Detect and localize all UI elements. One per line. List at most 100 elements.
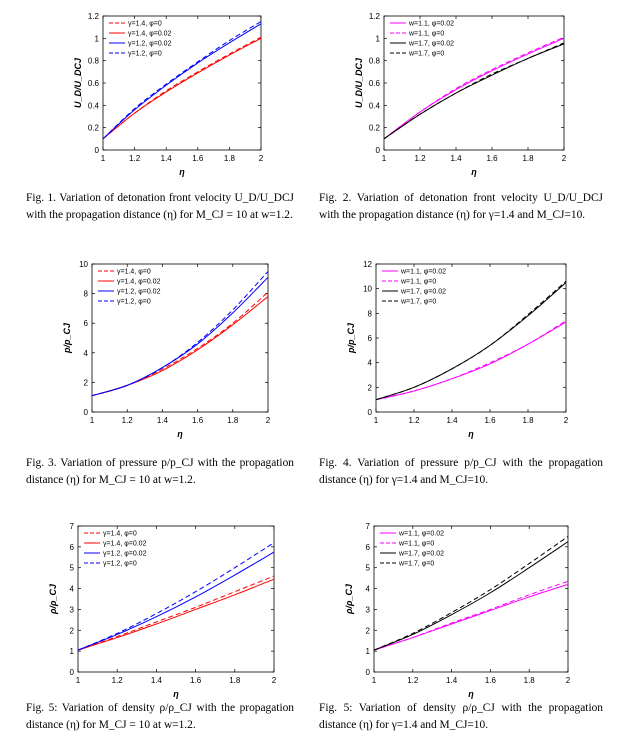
caption-fig3: Fig. 3. Variation of pressure p/p_CJ wit… — [26, 455, 294, 489]
chart-panel-fig5b: 1 1.2 1.4 1.6 1.8 2 0 1 2 3 4 5 6 7 η ρ/ρ_CJ w=1.1, φ=0.… — [340, 516, 580, 696]
y-tick-label: 1 — [95, 34, 100, 43]
y-tick-label: 8 — [368, 309, 373, 318]
chart-fig5a: 1 1.2 1.4 1.6 1.8 201234567ηρ/ρ_CJγ=1.4, φ=0γ… — [44, 516, 284, 696]
legend-label: γ=1.2, φ=0 — [117, 299, 151, 306]
y-tick-label: 6 — [70, 543, 75, 552]
x-tick-label: 1.2 — [112, 676, 124, 685]
x-tick-label: 1.6 — [192, 154, 204, 163]
x-axis-label: η — [177, 429, 183, 439]
x-tick-label: 1.2 — [408, 416, 420, 425]
chart-fig1: 1 1.2 1.4 1.6 1.8 2 0 0.2 0.4 0.6 0.8 1 1.2 η U_D/U_DC… — [75, 6, 285, 176]
legend-label: w=1.7, φ=0 — [398, 561, 434, 568]
y-tick-label: 0.8 — [369, 57, 381, 66]
x-tick-label: 1.2 — [129, 154, 141, 163]
x-tick-label: 1.6 — [190, 676, 202, 685]
x-tick-label: 2 — [272, 676, 277, 685]
y-tick-label: 3 — [70, 605, 75, 614]
legend-label: w=1.7, φ=0.02 — [408, 41, 454, 48]
legend-label: w=1.1, φ=0.02 — [408, 21, 454, 28]
x-tick-label: 1.6 — [486, 154, 498, 163]
y-tick-label: 2 — [366, 626, 371, 635]
legend-label: w=1.1, φ=0 — [408, 31, 444, 38]
y-tick-label: 0 — [366, 668, 371, 677]
x-tick-label: 1.4 — [446, 416, 458, 425]
x-tick-label: 2 — [562, 154, 567, 163]
y-axis-label: p/p_CJ — [62, 322, 72, 354]
y-tick-label: 5 — [366, 564, 371, 573]
y-tick-label: 0 — [70, 668, 75, 677]
y-tick-label: 2 — [84, 378, 89, 387]
caption-fig1: Fig. 1. Variation of detonation front ve… — [26, 190, 294, 224]
caption-fig5a: Fig. 5: Variation of density ρ/ρ_CJ with… — [26, 700, 294, 734]
x-tick-label: 1.4 — [446, 676, 458, 685]
x-tick-label: 1.8 — [522, 154, 534, 163]
y-tick-label: 0.2 — [88, 124, 100, 133]
legend-label: γ=1.2, φ=0 — [128, 51, 162, 58]
x-tick-label: 1 — [76, 676, 81, 685]
y-tick-label: 0.8 — [88, 57, 100, 66]
legend-label: γ=1.2, φ=0.02 — [103, 551, 147, 558]
x-axis-label: η — [173, 689, 179, 699]
y-tick-label: 6 — [84, 319, 89, 328]
x-tick-label: 1.2 — [122, 416, 134, 425]
y-tick-label: 4 — [366, 585, 371, 594]
y-axis-label: ρ/ρ_CJ — [344, 583, 354, 615]
legend-label: w=1.1, φ=0.02 — [398, 531, 444, 538]
y-tick-label: 2 — [368, 383, 373, 392]
y-tick-label: 7 — [366, 522, 371, 531]
chart-panel-fig1: 1 1.2 1.4 1.6 1.8 2 0 0.2 0.4 0.6 0.8 1 1.2 η U_D/U_DC… — [75, 6, 285, 176]
caption-fig4: Fig. 4. Variation of pressure p/p_CJ wit… — [319, 455, 603, 489]
legend-label: γ=1.4, φ=0.02 — [103, 541, 147, 548]
chart-panel-fig3: 1 1.2 1.4 1.6 1.8 2 0 2 4 6 8 10 η p/p_CJ γ=1.4, φ=0 γ=… — [58, 254, 283, 444]
y-tick-label: 2 — [70, 626, 75, 635]
legend-label: γ=1.4, φ=0.02 — [117, 279, 161, 286]
caption-fig2: Fig. 2. Variation of detonation front ve… — [319, 190, 603, 224]
y-tick-label: 4 — [70, 585, 75, 594]
chart-panel-fig2: 1 1.2 1.4 1.6 1.8 2 0 0.2 0.4 0.6 0.8 1 1.2 η U_D/U_DC… — [354, 6, 584, 176]
y-tick-label: 0.2 — [369, 124, 381, 133]
x-tick-label: 1.8 — [227, 416, 239, 425]
x-tick-label: 1.4 — [161, 154, 173, 163]
y-tick-label: 1 — [70, 647, 75, 656]
legend-label: w=1.7, φ=0.02 — [398, 551, 444, 558]
x-tick-label: 1.8 — [229, 676, 241, 685]
x-tick-label: 1 — [101, 154, 106, 163]
y-tick-label: 12 — [363, 260, 372, 269]
x-axis-label: η — [471, 167, 477, 177]
x-tick-label: 2 — [266, 416, 271, 425]
x-tick-label: 1.6 — [192, 416, 204, 425]
y-tick-label: 4 — [84, 349, 89, 358]
y-tick-label: 0 — [368, 408, 373, 417]
chart-fig2: 1 1.2 1.4 1.6 1.8 2 0 0.2 0.4 0.6 0.8 1 1.2 η U_D/U_DC… — [354, 6, 584, 176]
y-tick-label: 1 — [366, 647, 371, 656]
y-tick-label: 0.4 — [369, 101, 381, 110]
x-tick-label: 1.4 — [450, 154, 462, 163]
chart-panel-fig4: 1 1.2 1.4 1.6 1.8 2 0 2 4 6 8 10 12 η p/p_CJ w=1.1, φ=0… — [340, 254, 580, 444]
chart-fig4: 1 1.2 1.4 1.6 1.8 2024681012ηp/p_CJw=1.1, φ=0… — [340, 254, 580, 444]
y-axis-label: ρ/ρ_CJ — [48, 583, 58, 615]
y-tick-label: 8 — [84, 290, 89, 299]
y-tick-label: 10 — [79, 260, 88, 269]
y-tick-label: 0.4 — [88, 101, 100, 110]
x-tick-label: 1.2 — [407, 676, 419, 685]
legend-label: w=1.1, φ=0.02 — [400, 269, 446, 276]
legend-label: w=1.1, φ=0 — [400, 279, 436, 286]
legend-label: w=1.7, φ=0 — [408, 51, 444, 58]
x-tick-label: 1 — [382, 154, 387, 163]
y-tick-label: 1.2 — [88, 12, 100, 21]
x-tick-label: 1.4 — [151, 676, 163, 685]
x-tick-label: 1 — [372, 676, 377, 685]
y-tick-label: 10 — [363, 285, 372, 294]
legend-label: w=1.7, φ=0 — [400, 299, 436, 306]
y-tick-label: 0 — [95, 146, 100, 155]
y-tick-label: 3 — [366, 605, 371, 614]
y-axis-label: p/p_CJ — [346, 322, 356, 354]
legend-label: γ=1.2, φ=0 — [103, 561, 137, 568]
x-tick-label: 2 — [566, 676, 571, 685]
x-axis-label: η — [179, 167, 185, 177]
plot-frame — [78, 526, 274, 672]
x-tick-label: 1.6 — [484, 416, 496, 425]
legend-label: γ=1.2, φ=0.02 — [117, 289, 161, 296]
legend-label: γ=1.4, φ=0 — [128, 21, 162, 28]
